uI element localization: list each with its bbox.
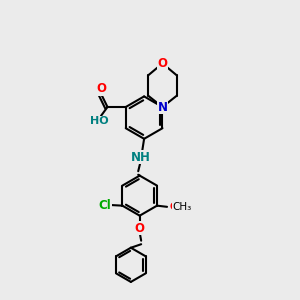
Text: O: O (96, 82, 106, 95)
Text: CH₃: CH₃ (172, 202, 191, 212)
Text: O: O (169, 202, 178, 212)
Text: Cl: Cl (98, 199, 111, 212)
Text: O: O (158, 57, 167, 70)
Text: N: N (158, 100, 167, 113)
Text: O: O (135, 221, 145, 235)
Text: NH: NH (130, 151, 151, 164)
Text: HO: HO (90, 116, 108, 126)
